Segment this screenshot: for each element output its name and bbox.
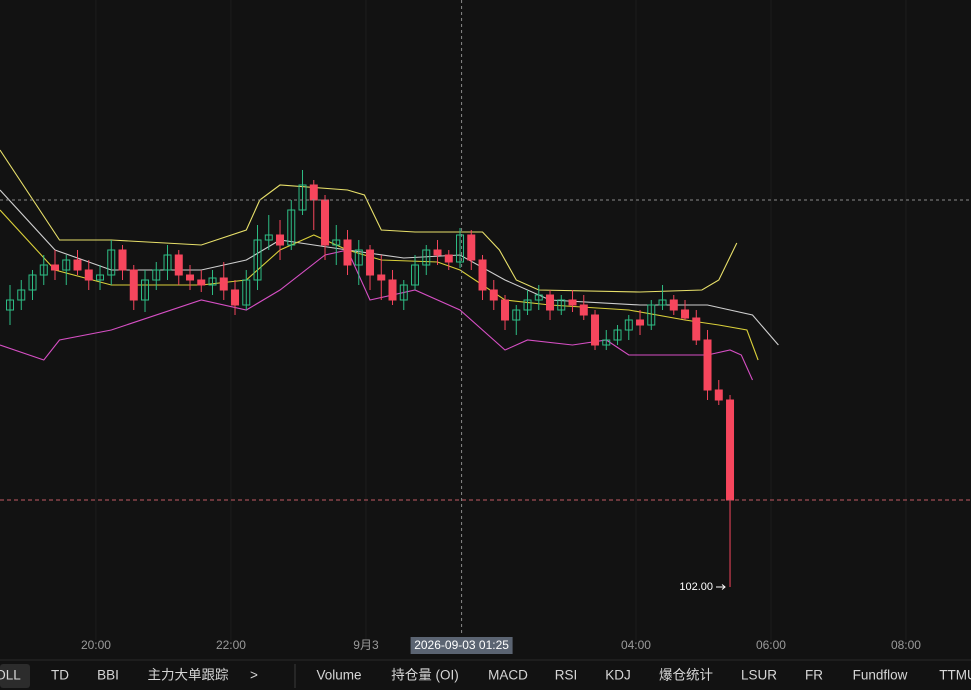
indicator-line <box>0 149 738 293</box>
candle-body <box>411 264 420 286</box>
candle-body <box>186 274 195 281</box>
candle-body <box>298 184 307 211</box>
candle-body <box>546 294 555 311</box>
candle-body <box>399 284 408 301</box>
candle-body <box>152 269 161 281</box>
toolbar-tab[interactable]: Fundflow <box>853 668 908 683</box>
active-tab-bg <box>0 664 30 688</box>
candle-body <box>624 319 633 331</box>
x-tick-label: 9月3 <box>353 638 379 652</box>
candle-body <box>591 314 600 346</box>
candle-body <box>51 264 60 271</box>
toolbar-tab[interactable]: KDJ <box>605 668 631 683</box>
candle-body <box>287 209 296 246</box>
candle-body <box>28 274 37 291</box>
candle-body <box>39 264 48 276</box>
candle-body <box>6 299 15 311</box>
candle-body <box>84 269 93 281</box>
toolbar-tab[interactable]: 爆仓统计 <box>659 668 713 683</box>
candle-body <box>141 279 150 301</box>
candle-body <box>17 289 26 301</box>
candle-body <box>388 279 397 301</box>
candle-body <box>489 289 498 301</box>
candle-body <box>467 234 476 261</box>
candle-body <box>107 249 116 276</box>
candle-body <box>197 279 206 286</box>
candle-body <box>613 329 622 341</box>
x-tick-label: 08:00 <box>891 638 921 652</box>
candle-body <box>354 249 363 266</box>
candle-body <box>366 249 375 276</box>
toolbar-tab[interactable]: > <box>250 668 258 683</box>
candle-body <box>208 277 217 286</box>
x-tick-label: 06:00 <box>756 638 786 652</box>
candle-body <box>253 239 262 281</box>
x-tick-label: 04:00 <box>621 638 651 652</box>
candle-body <box>174 254 183 276</box>
candle-body <box>534 294 543 301</box>
candle-body <box>219 277 228 291</box>
candle-body <box>321 199 330 246</box>
toolbar-tab[interactable]: OLL <box>0 668 21 683</box>
candle-body <box>557 299 566 311</box>
candle-body <box>62 259 71 271</box>
candle-body <box>242 279 251 306</box>
candle-body <box>658 299 667 306</box>
candle-body <box>501 299 510 321</box>
crosshair-label: 2026-09-03 01:25 <box>414 638 509 652</box>
candle-body <box>568 299 577 306</box>
candle-body <box>602 339 611 346</box>
candle-body <box>512 309 521 321</box>
candle-body <box>163 254 172 271</box>
x-tick-label: 20:00 <box>81 638 111 652</box>
candle-body <box>478 259 487 291</box>
candle-body <box>96 274 105 281</box>
candle-body <box>692 317 701 341</box>
low-label: 102.00 <box>679 581 713 593</box>
candle-body <box>703 339 712 391</box>
candle-body <box>444 254 453 263</box>
candle-body <box>433 249 442 256</box>
candle-body <box>231 289 240 306</box>
toolbar-tab[interactable]: MACD <box>488 668 528 683</box>
toolbar-tab[interactable]: TTMU <box>939 668 971 683</box>
candle-body <box>276 234 285 246</box>
candle-body <box>118 249 127 271</box>
toolbar-tab[interactable]: TD <box>51 668 69 683</box>
candle-body <box>636 319 645 326</box>
candle-body <box>647 304 656 326</box>
toolbar-tab[interactable]: LSUR <box>741 668 777 683</box>
candle-body <box>726 399 735 501</box>
candle-body <box>669 299 678 311</box>
candle-body <box>523 299 532 311</box>
candle-body <box>714 389 723 401</box>
candle-body <box>332 239 341 246</box>
toolbar-tab[interactable]: BBI <box>97 668 119 683</box>
candle-body <box>681 309 690 319</box>
toolbar-tab[interactable]: 持仓量 (OI) <box>391 668 459 683</box>
toolbar-tab[interactable]: Volume <box>316 668 361 683</box>
candle-body <box>422 249 431 266</box>
toolbar-tab[interactable]: RSI <box>555 668 578 683</box>
candle-body <box>73 259 82 271</box>
candle-body <box>377 274 386 281</box>
candle-body <box>343 239 352 266</box>
candle-body <box>129 269 138 301</box>
indicator-line <box>0 209 759 361</box>
crosshair-label-bg <box>410 637 513 654</box>
toolbar-tab[interactable]: 主力大单跟踪 <box>148 668 229 683</box>
x-tick-label: 22:00 <box>216 638 246 652</box>
candle-body <box>309 184 318 201</box>
candle-body <box>264 234 273 241</box>
low-arrow <box>716 584 726 590</box>
candle-body <box>579 304 588 316</box>
toolbar-tab[interactable]: FR <box>805 668 823 683</box>
candle-body <box>456 234 465 263</box>
